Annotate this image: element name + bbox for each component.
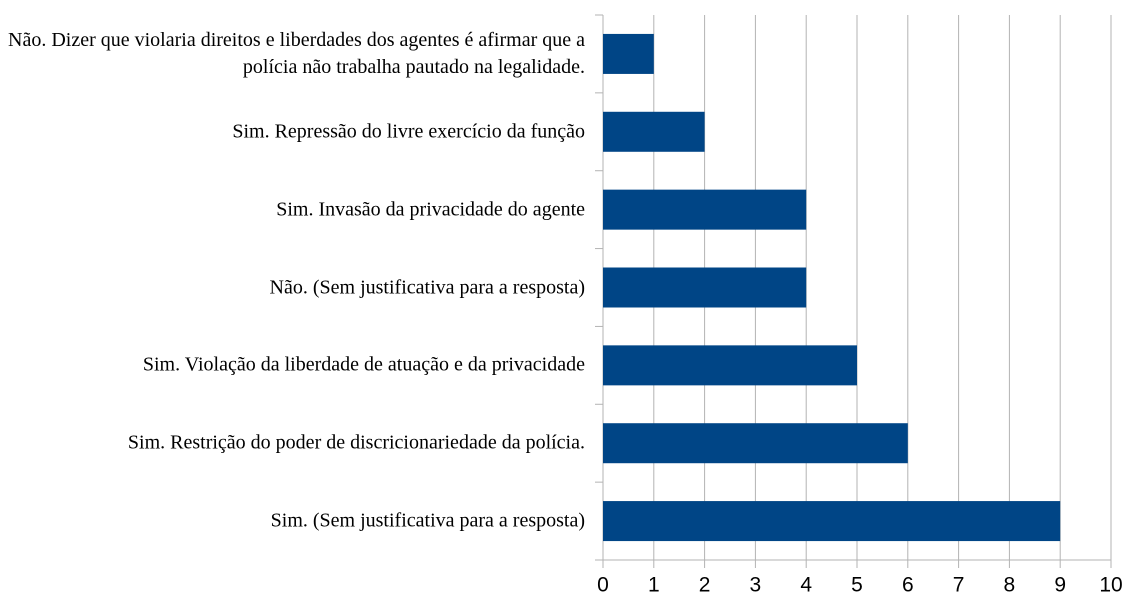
y-tick-label: Sim. Restrição do poder de discricionari…	[127, 431, 585, 454]
x-tick-label: 9	[1054, 574, 1066, 597]
bar	[603, 267, 807, 308]
x-tick-label: 10	[1099, 574, 1122, 597]
y-tick-label: Não. (Sem justificativa para a resposta)	[269, 276, 585, 298]
x-tick-label: 0	[597, 574, 609, 597]
y-tick-label: Sim. (Sem justificativa para a resposta)	[270, 509, 585, 532]
bar	[603, 423, 908, 464]
bar	[603, 111, 705, 152]
bar	[603, 33, 654, 74]
x-tick-label: 5	[851, 574, 863, 597]
y-tick-label: Sim. Invasão da privacidade do agente	[276, 198, 585, 221]
x-tick-label: 2	[699, 574, 711, 597]
y-tick-label: Sim. Violação da liberdade de atuação e …	[142, 353, 585, 376]
x-tick-label: 3	[750, 574, 762, 597]
x-tick-label: 6	[902, 574, 914, 597]
bar	[603, 501, 1061, 542]
bar	[603, 189, 807, 230]
y-tick-label: Sim. Repressão do livre exercício da fun…	[232, 120, 585, 143]
y-tick-label: Não. Dizer que violaria direitos e liber…	[8, 28, 585, 78]
x-tick-label: 8	[1004, 574, 1016, 597]
x-tick-label: 4	[800, 574, 812, 597]
x-tick-label: 7	[953, 574, 965, 597]
bar	[603, 345, 857, 386]
x-tick-label: 1	[648, 574, 660, 597]
